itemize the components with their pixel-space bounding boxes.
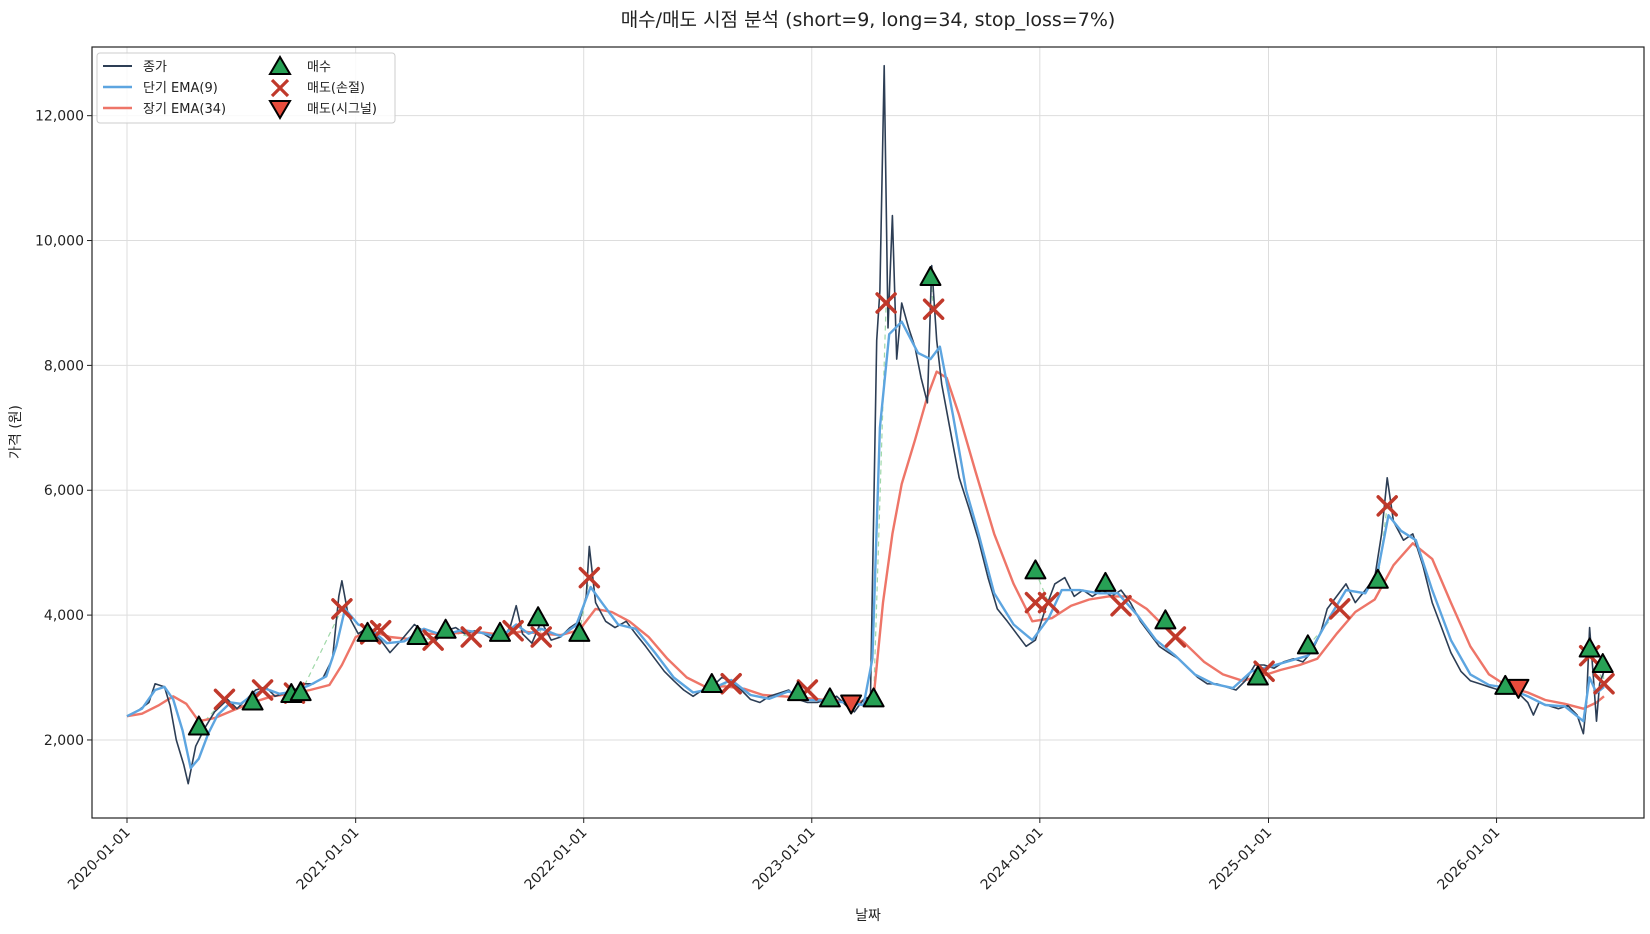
buy-marker bbox=[356, 621, 379, 642]
sell-stop-marker bbox=[1037, 591, 1060, 614]
legend: 종가 단기 EMA(9) 장기 EMA(34) 매수 매도(손절) 매도(시그널… bbox=[96, 52, 396, 124]
y-axis: 2,000 4,000 6,000 8,000 10,000 12,000 bbox=[35, 109, 92, 749]
sell-stop-marker bbox=[1110, 594, 1132, 617]
sell-stop-marker bbox=[578, 566, 601, 589]
sell-signal-marker bbox=[1507, 678, 1530, 699]
sell-stop-marker bbox=[460, 626, 483, 648]
sell-stop-marker bbox=[1164, 626, 1187, 648]
chart-title: 매수/매도 시점 분석 (short=9, long=34, stop_loss… bbox=[621, 9, 1116, 31]
buy-marker bbox=[527, 606, 550, 627]
buy-marker bbox=[1296, 634, 1319, 655]
buy-marker bbox=[241, 690, 264, 711]
buy-marker bbox=[289, 681, 312, 702]
y-tick-label: 4,000 bbox=[44, 608, 84, 624]
trade-link-line bbox=[873, 302, 887, 700]
x-tick-label: 2024-01-01 bbox=[978, 825, 1047, 894]
buy-marker bbox=[1578, 637, 1601, 658]
legend-sell-stop-swatch bbox=[270, 78, 290, 98]
legend-buy-label: 매수 bbox=[307, 60, 331, 75]
y-tick-label: 10,000 bbox=[35, 234, 84, 250]
sell-signal-marker bbox=[840, 694, 863, 715]
legend-ema-long-label: 장기 EMA(34) bbox=[143, 102, 226, 117]
sell-stop-marker bbox=[875, 292, 897, 314]
legend-sell-signal-label: 매도(시그널) bbox=[307, 102, 377, 117]
sell-stop-marker bbox=[1376, 495, 1398, 517]
grid-layer bbox=[92, 47, 1644, 818]
sell-stop-marker bbox=[922, 298, 945, 320]
sell-stop-marker bbox=[720, 673, 742, 695]
series-line-ema-long bbox=[126, 370, 1605, 723]
buy-marker bbox=[818, 687, 841, 708]
legend-ema-short-label: 단기 EMA(9) bbox=[143, 81, 218, 96]
x-tick-label: 2022-01-01 bbox=[522, 825, 591, 894]
x-axis-label: 날짜 bbox=[855, 908, 881, 924]
buy-marker bbox=[1024, 559, 1047, 580]
legend-buy-swatch bbox=[268, 55, 292, 75]
buy-marker bbox=[187, 715, 210, 736]
marker-layer bbox=[187, 265, 1615, 736]
y-tick-label: 2,000 bbox=[44, 733, 84, 749]
x-tick-label: 2025-01-01 bbox=[1206, 825, 1275, 894]
buy-marker bbox=[1366, 568, 1389, 589]
buy-marker bbox=[1094, 571, 1117, 592]
sell-stop-marker bbox=[213, 688, 236, 711]
sell-stop-marker bbox=[1328, 598, 1351, 620]
x-tick-label: 2020-01-01 bbox=[65, 825, 134, 894]
y-tick-label: 8,000 bbox=[44, 358, 84, 374]
sell-stop-marker bbox=[530, 626, 552, 648]
buy-marker bbox=[1591, 653, 1614, 674]
legend-sell-stop-label: 매도(손절) bbox=[307, 81, 365, 96]
x-tick-label: 2023-01-01 bbox=[750, 825, 819, 894]
buy-marker bbox=[434, 618, 457, 639]
buy-marker bbox=[406, 624, 429, 645]
buy-marker bbox=[1246, 665, 1269, 686]
buy-marker bbox=[568, 621, 591, 642]
buy-marker bbox=[787, 681, 810, 702]
buy-marker bbox=[862, 687, 885, 708]
y-axis-label: 가격 (원) bbox=[8, 405, 24, 459]
buy-marker bbox=[700, 673, 723, 694]
legend-frame bbox=[96, 52, 396, 124]
x-tick-label: 2026-01-01 bbox=[1435, 825, 1504, 894]
sell-stop-marker bbox=[331, 598, 353, 620]
legend-sell-signal-swatch bbox=[268, 100, 292, 120]
plot-area-frame bbox=[91, 46, 1645, 819]
legend-close-label: 종가 bbox=[143, 60, 167, 75]
y-tick-label: 6,000 bbox=[44, 483, 84, 499]
trade-link-line bbox=[1034, 571, 1050, 603]
buy-marker bbox=[919, 265, 942, 286]
x-axis: 2020-01-01 2021-01-01 2022-01-01 2023-01-01… bbox=[65, 818, 1503, 893]
buy-marker bbox=[1154, 609, 1177, 630]
buy-marker bbox=[488, 621, 511, 642]
trade-link-line bbox=[300, 608, 343, 694]
sell-stop-marker bbox=[1593, 673, 1615, 695]
x-tick-label: 2021-01-01 bbox=[294, 825, 363, 894]
plot-area-background bbox=[92, 47, 1644, 818]
y-tick-label: 12,000 bbox=[35, 109, 84, 125]
sell-stop-marker bbox=[251, 679, 274, 701]
